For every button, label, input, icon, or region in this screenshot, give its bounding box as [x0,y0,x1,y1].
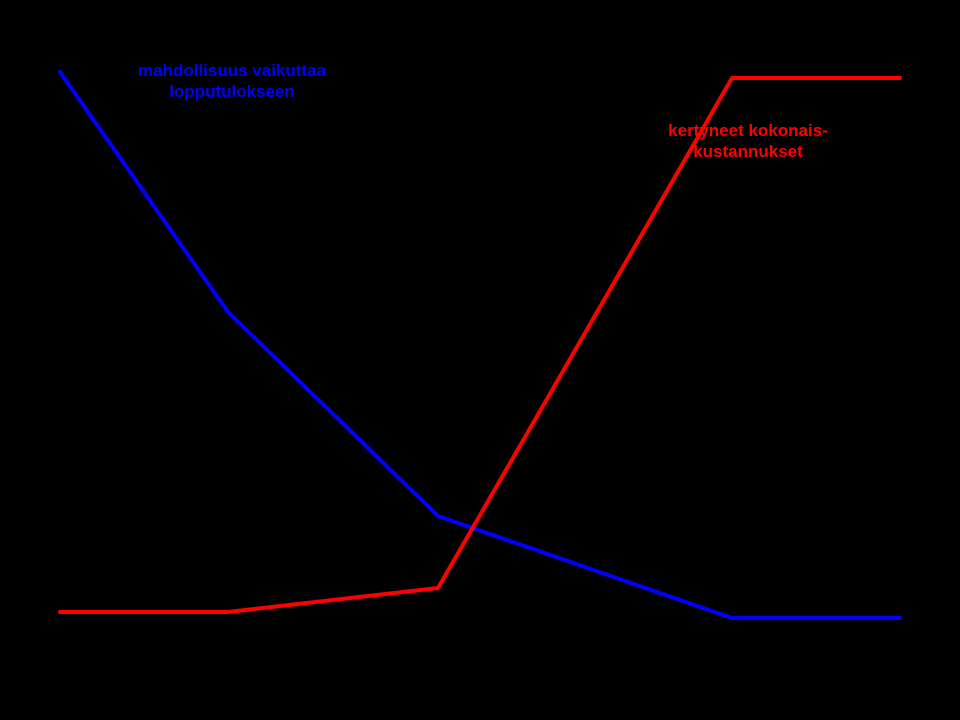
series-label-cumulative_cost: kertyneet kokonais-kustannukset [268,120,960,163]
series-label-line: mahdollisuus vaikuttaa [0,60,712,81]
series-label-influence: mahdollisuus vaikuttaalopputulokseen [0,60,712,103]
series-label-line: kustannukset [268,141,960,162]
series-label-line: kertyneet kokonais- [268,120,960,141]
series-label-line: lopputulokseen [0,81,712,102]
line-chart [0,0,960,720]
